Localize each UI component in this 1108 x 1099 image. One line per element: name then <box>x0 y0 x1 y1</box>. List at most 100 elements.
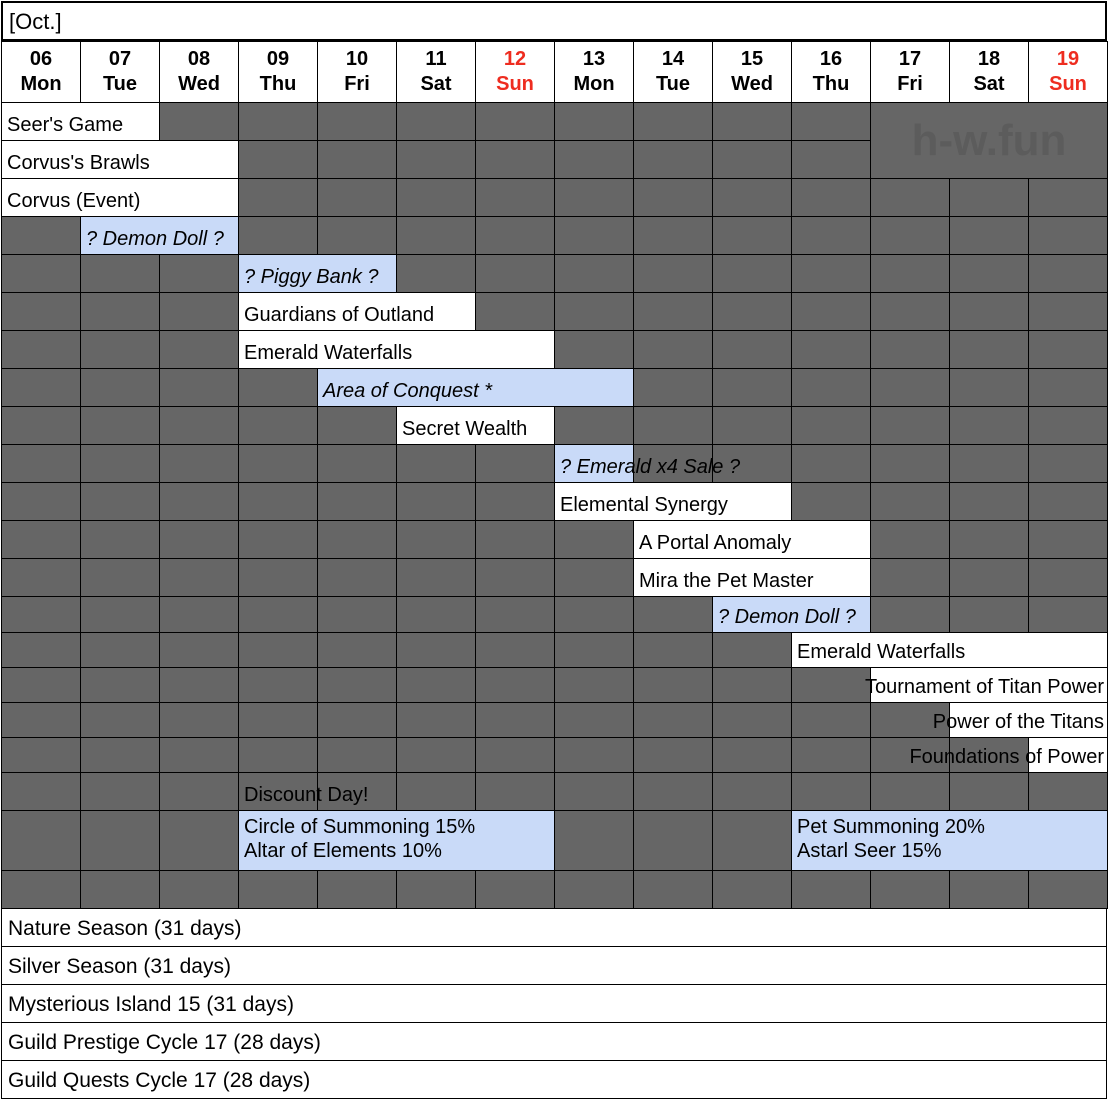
grid-cell[interactable] <box>1028 216 1108 255</box>
day-header[interactable]: 19 Sun <box>1028 41 1108 103</box>
grid-cell[interactable] <box>1028 330 1108 369</box>
grid-cell[interactable] <box>791 406 871 445</box>
grid-cell[interactable] <box>238 216 318 255</box>
grid-cell[interactable] <box>1028 558 1108 597</box>
grid-cell[interactable] <box>1 368 81 407</box>
grid-cell[interactable] <box>475 772 555 811</box>
grid-cell[interactable] <box>633 140 713 179</box>
grid-cell[interactable] <box>870 772 950 811</box>
grid-cell[interactable] <box>1 596 81 633</box>
grid-cell[interactable] <box>475 178 555 217</box>
grid-cell[interactable] <box>1 632 81 668</box>
day-header[interactable]: 18 Sat <box>949 41 1029 103</box>
grid-cell[interactable] <box>1028 368 1108 407</box>
day-header[interactable]: 13 Mon <box>554 41 634 103</box>
grid-cell[interactable] <box>159 254 239 293</box>
grid-cell[interactable] <box>791 737 871 773</box>
grid-cell[interactable] <box>1 292 81 331</box>
grid-cell[interactable] <box>949 406 1029 445</box>
grid-cell[interactable] <box>159 520 239 559</box>
grid-cell[interactable] <box>1028 178 1108 217</box>
grid-cell[interactable] <box>554 772 634 811</box>
grid-cell[interactable] <box>1028 292 1108 331</box>
grid-cell[interactable] <box>80 254 160 293</box>
grid-cell[interactable] <box>475 292 555 331</box>
grid-cell[interactable] <box>396 216 476 255</box>
grid-cell[interactable] <box>317 558 397 597</box>
grid-cell[interactable] <box>870 520 950 559</box>
grid-cell[interactable] <box>396 632 476 668</box>
day-header[interactable]: 07 Tue <box>80 41 160 103</box>
grid-cell[interactable] <box>633 810 713 871</box>
grid-cell[interactable] <box>554 406 634 445</box>
grid-cell[interactable] <box>317 870 397 909</box>
grid-cell[interactable] <box>1028 482 1108 521</box>
grid-cell[interactable] <box>396 737 476 773</box>
grid-cell[interactable] <box>317 596 397 633</box>
grid-cell[interactable] <box>238 870 318 909</box>
grid-cell[interactable] <box>791 482 871 521</box>
grid-cell[interactable] <box>870 216 950 255</box>
grid-cell[interactable] <box>317 520 397 559</box>
grid-cell[interactable] <box>949 558 1029 597</box>
grid-cell[interactable] <box>80 406 160 445</box>
grid-cell[interactable] <box>554 596 634 633</box>
grid-cell[interactable] <box>238 772 318 811</box>
grid-cell[interactable] <box>870 254 950 293</box>
grid-cell[interactable] <box>791 330 871 369</box>
grid-cell[interactable] <box>475 702 555 738</box>
grid-cell[interactable] <box>1 406 81 445</box>
grid-cell[interactable] <box>791 870 871 909</box>
grid-cell[interactable] <box>949 596 1029 633</box>
grid-cell[interactable] <box>712 632 792 668</box>
grid-cell[interactable] <box>238 520 318 559</box>
grid-cell[interactable] <box>475 254 555 293</box>
grid-cell[interactable] <box>1 216 81 255</box>
grid-cell[interactable] <box>475 102 555 141</box>
grid-cell[interactable] <box>317 140 397 179</box>
grid-cell[interactable] <box>317 737 397 773</box>
grid-cell[interactable] <box>949 330 1029 369</box>
grid-cell[interactable] <box>80 444 160 483</box>
grid-cell[interactable] <box>475 632 555 668</box>
grid-cell[interactable] <box>317 444 397 483</box>
grid-cell[interactable] <box>475 520 555 559</box>
grid-cell[interactable] <box>712 254 792 293</box>
grid-cell[interactable] <box>396 772 476 811</box>
grid-cell[interactable] <box>1 520 81 559</box>
grid-cell[interactable] <box>791 667 871 703</box>
grid-cell[interactable] <box>633 737 713 773</box>
grid-cell[interactable] <box>238 632 318 668</box>
grid-cell[interactable] <box>159 737 239 773</box>
grid-cell[interactable] <box>1 558 81 597</box>
grid-cell[interactable] <box>396 870 476 909</box>
grid-cell[interactable] <box>159 330 239 369</box>
grid-cell[interactable] <box>1028 444 1108 483</box>
grid-cell[interactable] <box>238 596 318 633</box>
grid-cell[interactable] <box>1 810 81 871</box>
grid-cell[interactable] <box>712 444 792 483</box>
grid-cell[interactable] <box>554 520 634 559</box>
grid-cell[interactable] <box>633 178 713 217</box>
grid-cell[interactable] <box>712 667 792 703</box>
grid-cell[interactable] <box>238 140 318 179</box>
event-bar[interactable] <box>791 810 1108 871</box>
grid-cell[interactable] <box>80 292 160 331</box>
grid-cell[interactable] <box>949 216 1029 255</box>
grid-cell[interactable] <box>712 102 792 141</box>
grid-cell[interactable] <box>475 596 555 633</box>
grid-cell[interactable] <box>475 737 555 773</box>
event-bar[interactable] <box>238 810 555 871</box>
day-header[interactable]: 12 Sun <box>475 41 555 103</box>
event-bar[interactable] <box>1 178 239 217</box>
grid-cell[interactable] <box>238 737 318 773</box>
event-bar[interactable] <box>396 406 555 445</box>
grid-cell[interactable] <box>554 140 634 179</box>
grid-cell[interactable] <box>1 702 81 738</box>
grid-cell[interactable] <box>396 702 476 738</box>
grid-cell[interactable] <box>396 444 476 483</box>
grid-cell[interactable] <box>1 482 81 521</box>
grid-cell[interactable] <box>554 102 634 141</box>
grid-cell[interactable] <box>159 292 239 331</box>
grid-cell[interactable] <box>159 632 239 668</box>
